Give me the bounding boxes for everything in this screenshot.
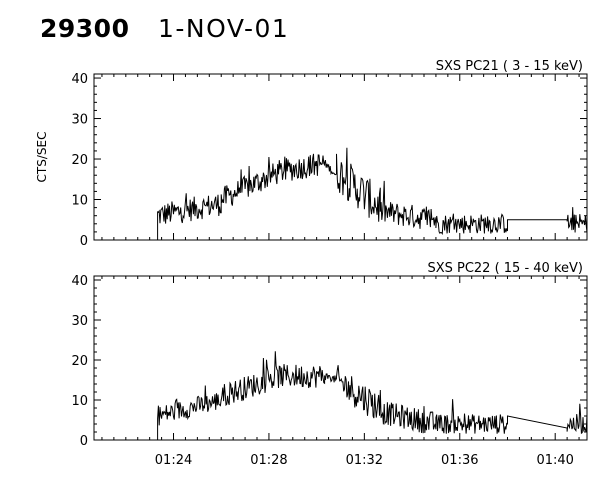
- x-tick-label: 01:28: [250, 453, 287, 468]
- panel-title: SXS PC21 ( 3 - 15 keV): [436, 59, 583, 74]
- y-tick-label: 30: [71, 314, 88, 329]
- observation-date: 1-NOV-01: [158, 14, 290, 43]
- y-tick-label: 0: [80, 434, 88, 449]
- observation-id: 29300: [40, 14, 130, 43]
- y-tick-label: 20: [71, 153, 88, 168]
- x-tick-label: 01:40: [536, 453, 573, 468]
- y-tick-label: 40: [71, 72, 88, 87]
- panel-pc22: SXS PC22 ( 15 - 40 keV) 0 10 20 30 40 01:24 01:…: [71, 261, 588, 468]
- x-tick-label: 01:24: [155, 453, 192, 468]
- y-tick-label: 10: [71, 394, 88, 409]
- series-line: [145, 147, 588, 241]
- x-tick-label: 01:32: [346, 453, 383, 468]
- y-tick-label: 40: [71, 274, 88, 289]
- panel-pc21: SXS PC21 ( 3 - 15 keV) CTS/SEC 0 10 20 30 40: [35, 59, 588, 249]
- x-tick-label: 01:36: [441, 453, 478, 468]
- y-tick-label: 30: [71, 113, 88, 128]
- panel-title: SXS PC22 ( 15 - 40 keV): [427, 261, 583, 276]
- y-tick-label: 20: [71, 354, 88, 369]
- plot-frame: [93, 73, 588, 241]
- y-axis-label: CTS/SEC: [35, 132, 49, 183]
- y-tick-label: 10: [71, 194, 88, 209]
- y-tick-label: 0: [80, 234, 88, 249]
- series-line: [145, 351, 588, 441]
